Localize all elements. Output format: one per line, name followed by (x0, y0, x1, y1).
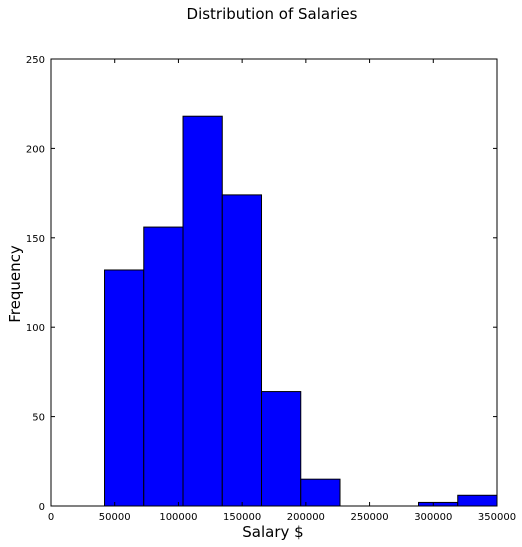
histogram-bar-8 (418, 501, 459, 507)
x-tick-label-5: 250000 (350, 512, 388, 523)
x-tick-label-4: 200000 (287, 512, 325, 523)
x-tick-label-6: 300000 (414, 512, 452, 523)
histogram-bar-1 (143, 226, 184, 507)
ticks-layer: 0 50000 100000 150000 200000 250000 300000 3500… (26, 55, 516, 523)
y-tick-label-5: 250 (26, 55, 45, 66)
y-tick-label-1: 50 (32, 413, 45, 424)
plot-frame (50, 58, 498, 507)
x-tick-label-7: 350000 (478, 512, 516, 523)
histogram-bar-2 (182, 115, 223, 507)
x-axis-label: Salary $ (242, 523, 303, 541)
histogram-bar-9 (457, 494, 498, 507)
y-tick-label-0: 0 (39, 502, 45, 513)
bars-layer (104, 115, 498, 507)
histogram-bar-5 (300, 478, 341, 507)
histogram-bar-3 (221, 194, 263, 507)
x-tick-label-1: 50000 (99, 512, 131, 523)
x-tick-label-2: 100000 (159, 512, 197, 523)
y-tick-label-4: 200 (26, 144, 45, 155)
histogram-bar-4 (261, 391, 302, 507)
y-tick-label-2: 100 (26, 323, 45, 334)
histogram-bar-0 (104, 269, 145, 507)
chart-title: Distribution of Salaries (187, 5, 358, 23)
y-axis-label: Frequency (6, 245, 24, 323)
x-tick-label-0: 0 (48, 512, 54, 523)
x-tick-label-3: 150000 (223, 512, 261, 523)
y-tick-label-3: 150 (26, 234, 45, 245)
